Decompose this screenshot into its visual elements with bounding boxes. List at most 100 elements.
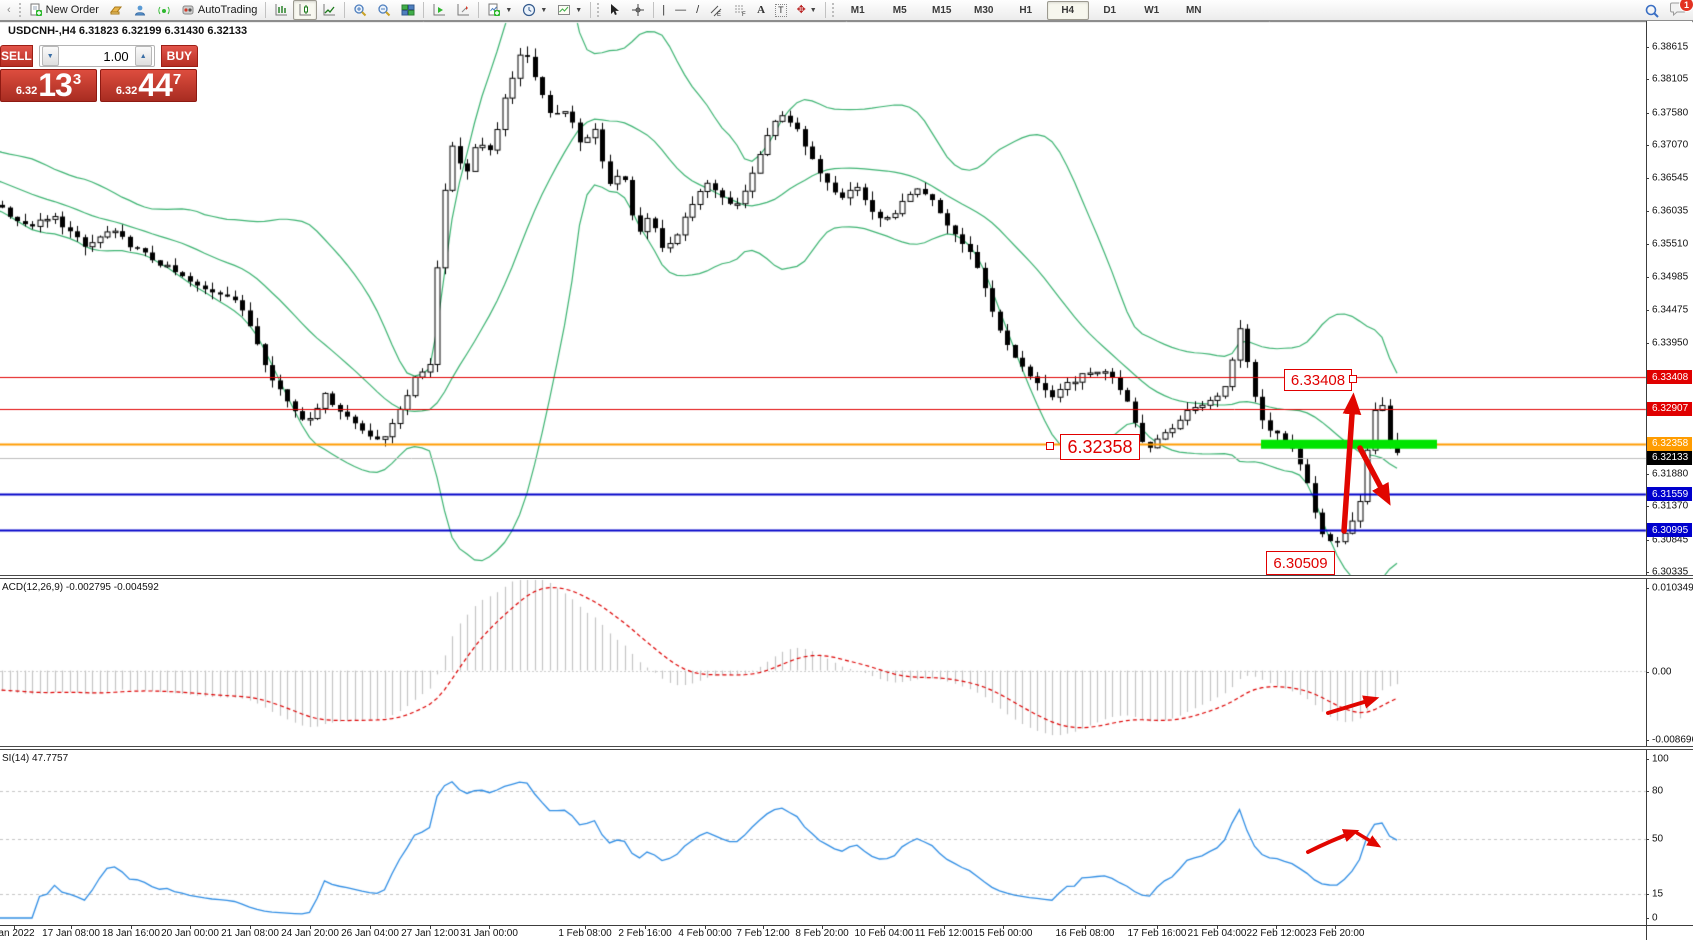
pane-separator[interactable] bbox=[0, 746, 1693, 750]
price-callout-6.32358[interactable]: 6.32358 bbox=[1060, 434, 1140, 460]
date-label: 15 Feb 00:00 bbox=[973, 928, 1033, 939]
notification-count-badge: 1 bbox=[1679, 0, 1693, 12]
date-label: 17 Feb 16:00 bbox=[1127, 928, 1187, 939]
date-label: 27 Jan 12:00 bbox=[401, 928, 459, 939]
axis-tick-mark bbox=[1646, 210, 1649, 212]
search-icon[interactable] bbox=[1644, 3, 1660, 19]
ask-price-button[interactable]: 6.32 44 7 bbox=[100, 69, 197, 102]
zoom-in-button[interactable] bbox=[348, 0, 372, 20]
axis-tick-mark bbox=[1646, 277, 1649, 279]
tile-windows-button[interactable] bbox=[396, 0, 420, 20]
crosshair-icon bbox=[632, 4, 645, 16]
price-callout-6.30509[interactable]: 6.30509 bbox=[1266, 551, 1335, 575]
timeframe-button-m5[interactable]: M5 bbox=[892, 4, 907, 16]
community-button[interactable] bbox=[128, 0, 152, 20]
signals-button[interactable] bbox=[152, 0, 176, 20]
date-label: 2 Feb 16:00 bbox=[618, 928, 672, 939]
auto-scroll-button[interactable] bbox=[427, 0, 451, 20]
date-label: 4 Feb 00:00 bbox=[678, 928, 732, 939]
indicators-button[interactable]: ▼ bbox=[482, 0, 517, 20]
axis-tick-mark bbox=[1646, 144, 1649, 146]
timeframe-button-mn[interactable]: MN bbox=[1185, 4, 1202, 16]
price-badge-6.32907: 6.32907 bbox=[1647, 401, 1692, 416]
horizontal-line-tool-button[interactable]: — bbox=[670, 0, 691, 20]
trendline-tool-button[interactable]: / bbox=[691, 0, 704, 20]
timeframe-button-h4[interactable]: H4 bbox=[1046, 0, 1089, 20]
object-handle[interactable] bbox=[1349, 375, 1357, 383]
timeframe-button-h1[interactable]: H1 bbox=[1019, 4, 1033, 16]
text-label-tool-button[interactable]: T bbox=[770, 0, 792, 20]
auto-scroll-icon bbox=[433, 4, 446, 16]
object-handle[interactable] bbox=[1046, 442, 1054, 450]
sell-button[interactable]: SELL bbox=[0, 45, 33, 67]
timeframe-button-d1[interactable]: D1 bbox=[1103, 4, 1117, 16]
price-tick-label: 80 bbox=[1652, 785, 1664, 797]
toolbar-separator bbox=[344, 2, 346, 18]
timeframe-button-w1[interactable]: W1 bbox=[1144, 4, 1160, 16]
price-badge-6.30995: 6.30995 bbox=[1647, 523, 1692, 538]
price-tick-label: -0.008696 bbox=[1652, 734, 1693, 746]
clock-icon bbox=[523, 3, 536, 17]
price-badge-6.32133: 6.32133 bbox=[1647, 450, 1692, 465]
buy-button[interactable]: BUY bbox=[160, 45, 198, 67]
arrows-tool-button[interactable]: ✥ ▼ bbox=[792, 0, 822, 20]
autotrading-button[interactable]: AutoTrading bbox=[176, 0, 263, 20]
text-tool-button[interactable]: A bbox=[752, 0, 770, 20]
equidistant-channel-tool-button[interactable]: E bbox=[704, 0, 728, 20]
date-label: 24 Jan 20:00 bbox=[281, 928, 339, 939]
price-tick-label: 50 bbox=[1652, 833, 1664, 844]
new-order-button[interactable]: New Order bbox=[24, 0, 104, 20]
chart-shift-button[interactable] bbox=[451, 0, 475, 20]
timeframe-button-m30[interactable]: M30 bbox=[974, 4, 994, 16]
price-callout-6.33408[interactable]: 6.33408 bbox=[1284, 369, 1352, 391]
timeframe-button-m15[interactable]: M15 bbox=[932, 4, 952, 16]
line-chart-button[interactable] bbox=[317, 0, 341, 20]
toolbar-right-icons: 1 bbox=[1644, 0, 1693, 21]
svg-text:E: E bbox=[717, 12, 721, 17]
vertical-line-tool-button[interactable]: | bbox=[657, 0, 670, 20]
deposit-button[interactable] bbox=[104, 0, 128, 20]
date-label: Jan 2022 bbox=[0, 928, 35, 939]
date-label: 31 Jan 00:00 bbox=[460, 928, 518, 939]
pane-separator[interactable] bbox=[0, 575, 1693, 579]
fibonacci-icon: F bbox=[735, 5, 746, 17]
price-tick-label: 0.00 bbox=[1652, 666, 1672, 678]
date-label: 21 Jan 08:00 bbox=[221, 928, 279, 939]
dropdown-caret-icon: ▼ bbox=[540, 6, 548, 14]
volume-increase-button[interactable]: ▲ bbox=[134, 46, 152, 66]
volume-decrease-button[interactable]: ▼ bbox=[41, 46, 59, 66]
notifications-button[interactable]: 1 bbox=[1670, 0, 1693, 21]
date-tick bbox=[1276, 925, 1277, 929]
volume-input[interactable]: 1.00 bbox=[103, 48, 129, 64]
price-axis: 6.38615 6.38105 6.37580 6.37070 6.36545 6.360… bbox=[1646, 21, 1693, 940]
trendline-icon: / bbox=[696, 3, 700, 16]
new-order-label: New Order bbox=[45, 4, 99, 16]
toolbar-grip bbox=[831, 3, 834, 17]
toolbar-grip bbox=[18, 3, 21, 17]
periods-button[interactable]: ▼ bbox=[517, 0, 552, 20]
axis-tick-mark bbox=[1646, 243, 1649, 245]
zoom-out-icon bbox=[378, 4, 391, 17]
zoom-out-button[interactable] bbox=[372, 0, 396, 20]
cursor-tool-button[interactable] bbox=[602, 0, 626, 20]
bid-price-button[interactable]: 6.32 13 3 bbox=[0, 69, 97, 102]
dropdown-caret-icon: ▼ bbox=[809, 6, 817, 14]
date-tick bbox=[489, 925, 490, 929]
candlestick-chart-button[interactable] bbox=[293, 0, 318, 20]
templates-button[interactable]: ▼ bbox=[552, 0, 587, 20]
arrows-icon: ✥ bbox=[796, 3, 806, 16]
date-label: 8 Feb 20:00 bbox=[795, 928, 849, 939]
timeframe-button-m1[interactable]: M1 bbox=[850, 4, 865, 16]
toolbar-collapse-icon[interactable]: ‹ bbox=[2, 0, 16, 20]
price-badge-6.31559: 6.31559 bbox=[1647, 487, 1692, 502]
date-label: 23 Feb 20:00 bbox=[1305, 928, 1365, 939]
cursor-icon bbox=[611, 4, 620, 15]
autotrading-icon bbox=[182, 5, 194, 15]
fibonacci-tool-button[interactable]: F bbox=[728, 0, 752, 20]
crosshair-tool-button[interactable] bbox=[626, 0, 650, 20]
bar-chart-button[interactable] bbox=[269, 0, 293, 20]
date-label: 11 Feb 12:00 bbox=[914, 928, 974, 939]
axis-tick-mark bbox=[1646, 790, 1649, 792]
text-icon: A bbox=[757, 3, 766, 16]
